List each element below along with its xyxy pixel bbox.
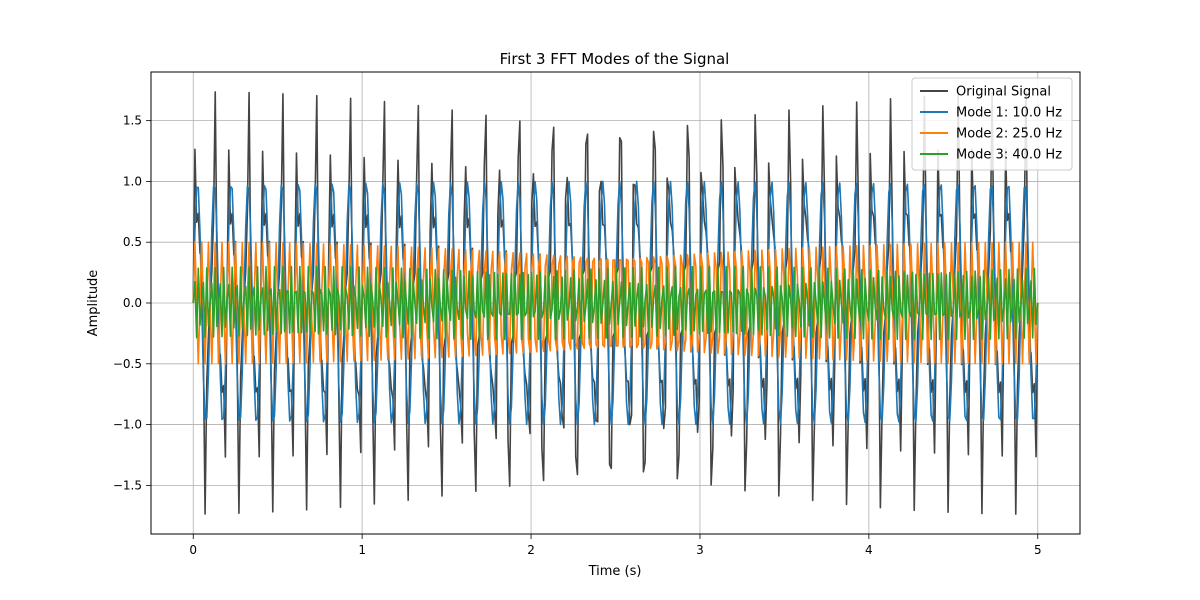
- x-tick-label: 4: [865, 543, 873, 557]
- y-tick-label: 0.0: [123, 296, 142, 310]
- x-axis-label: Time (s): [588, 564, 642, 579]
- x-tick-label: 2: [527, 543, 535, 557]
- x-tick-label: 0: [189, 543, 197, 557]
- legend-label: Mode 3: 40.0 Hz: [956, 148, 1062, 163]
- legend-label: Original Signal: [956, 85, 1051, 100]
- x-tick-label: 1: [358, 543, 366, 557]
- legend-label: Mode 1: 10.0 Hz: [956, 106, 1062, 121]
- x-axis-ticks: 0 1 2 3 4 5: [189, 534, 1042, 557]
- y-tick-label: 1.0: [123, 174, 142, 188]
- y-axis-label: Amplitude: [86, 270, 101, 337]
- y-tick-label: −1.0: [113, 418, 142, 432]
- y-tick-label: 0.5: [123, 235, 142, 249]
- legend: Original Signal Mode 1: 10.0 Hz Mode 2: 25…: [911, 77, 1073, 171]
- y-tick-label: 1.5: [123, 114, 142, 128]
- legend-label: Mode 2: 25.0 Hz: [956, 127, 1062, 142]
- y-axis-ticks: −1.5 −1.0 −0.5 0.0 0.5 1.0 1.5: [113, 114, 151, 492]
- y-tick-label: −0.5: [113, 357, 142, 371]
- x-tick-label: 3: [696, 543, 704, 557]
- series-line-4: [192, 265, 1039, 341]
- legend-box: [911, 77, 1073, 171]
- series-lines: [192, 91, 1039, 515]
- y-tick-label: −1.5: [113, 478, 142, 492]
- chart-title: First 3 FFT Modes of the Signal: [500, 50, 730, 68]
- x-tick-label: 5: [1034, 543, 1042, 557]
